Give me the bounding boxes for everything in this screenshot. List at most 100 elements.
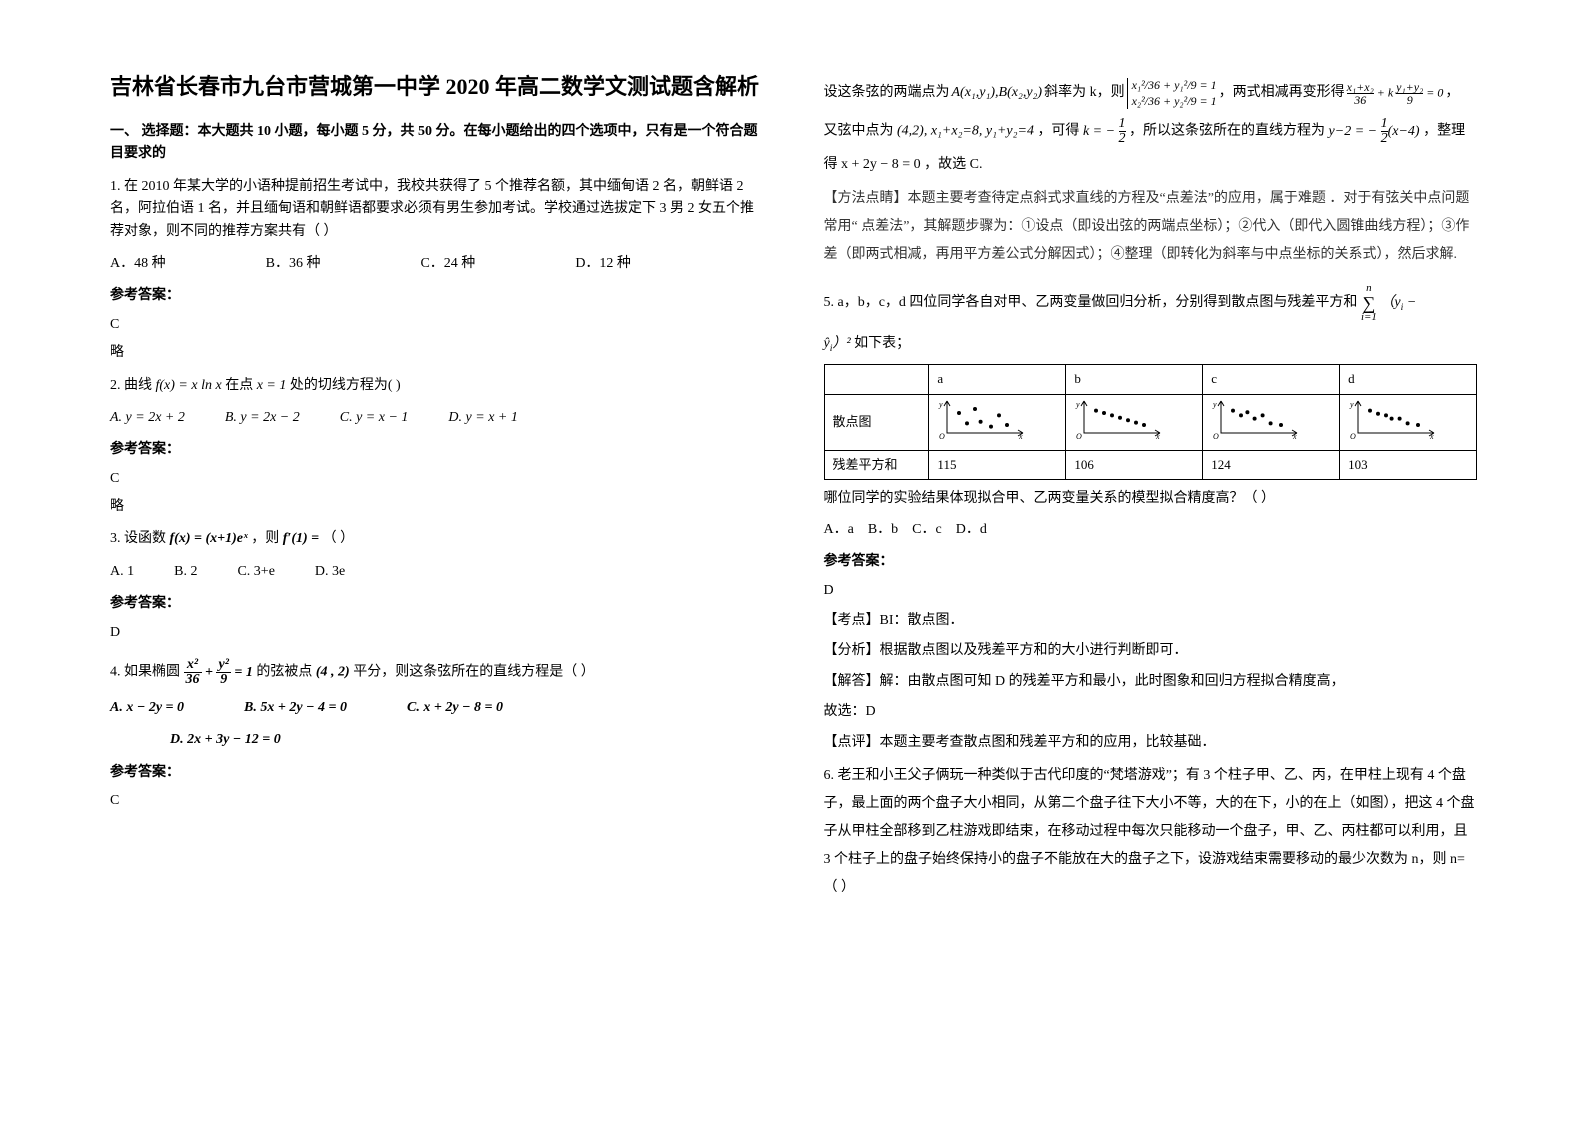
q1-note: 略 [110, 342, 764, 364]
q3-answer: D [110, 622, 764, 644]
scatter-d: y x O [1340, 394, 1477, 450]
q2-fx: f(x) = x ln x [156, 378, 222, 393]
q4-exp-p2-mid2: ，所以这条弦所在的直线方程为 [1129, 124, 1325, 139]
q5-answer-label: 参考答案： [824, 551, 1478, 573]
q3-fx: f(x) = (x+1)eˣ [170, 531, 248, 546]
q5-qtext: 哪位同学的实验结果体现拟合甲、乙两变量关系的模型拟合精度高？（ ） [824, 488, 1478, 510]
scatter-a: yxO [929, 394, 1066, 450]
table-header-row: a b c d [824, 365, 1477, 395]
q5-options: A．a B．b C．c D．d [824, 519, 1478, 541]
svg-text:x: x [1292, 432, 1297, 439]
q1-opt-c: C．24 种 [420, 253, 475, 275]
q2-note: 略 [110, 496, 764, 518]
q3-prefix: 3. 设函数 [110, 531, 166, 546]
q4-method: 【方法点睛】本题主要考查待定点斜式求直线的方程及“点差法”的应用，属于难题 ．对… [824, 185, 1478, 269]
q2-opt-b: B. y = 2x − 2 [225, 407, 300, 429]
q3-fp: f′(1) = [283, 531, 319, 546]
scatter-b: yxO [1066, 394, 1203, 450]
q4-exp-system: x₁²/36 + y₁²/9 = 1 x₂²/36 + y₂²/9 = 1 [1127, 78, 1217, 109]
q5-yhat: ŷi）² [824, 336, 851, 351]
q4-exp-p2-tail: ，整理 [1423, 124, 1465, 139]
q5-fenxi: 【分析】根据散点图以及残差平方和的大小进行判断即可． [824, 640, 1478, 662]
table-h-blank [824, 365, 929, 395]
q3-opt-b: B. 2 [174, 561, 197, 583]
q1-answer: C [110, 314, 764, 336]
q4-exp-ab: A(x₁,y₁),B(x₂,y₂) [952, 82, 1043, 104]
table-h-a: a [929, 365, 1066, 395]
q5-sum: n ∑ i=1 （yi − [1361, 295, 1416, 310]
svg-text:O: O [1350, 432, 1356, 439]
q2-pt: x = 1 [257, 378, 287, 393]
table-h-d: d [1340, 365, 1477, 395]
q4-pt: (4 , 2) [316, 665, 350, 680]
page-title: 吉林省长春市九台市营城第一中学 2020 年高二数学文测试题含解析 [110, 70, 764, 103]
svg-text:y: y [1349, 400, 1354, 409]
table-scatter-row: 散点图 yxO yxO yxO yxO [824, 394, 1477, 450]
q3-mid: ，则 [251, 531, 279, 546]
q1-answer-label: 参考答案： [110, 285, 764, 307]
table-rss-row: 残差平方和 115 106 124 103 [824, 450, 1477, 480]
q1-opt-d: D．12 种 [575, 253, 631, 275]
rss-d: 103 [1340, 450, 1477, 480]
q1-text: 1. 在 2010 年某大学的小语种提前招生考试中，我校共获得了 5 个推荐名额… [110, 176, 764, 243]
q2-answer-label: 参考答案： [110, 439, 764, 461]
svg-text:y: y [938, 400, 943, 409]
q4-exp-p1: 设这条弦的两端点为 A(x₁,y₁),B(x₂,y₂) 斜率为 k，则 x₁²/… [824, 78, 1478, 109]
svg-text:x: x [1429, 432, 1434, 439]
rss-c: 124 [1203, 450, 1340, 480]
q4-exp-k: k = − 1 2 [1083, 124, 1129, 139]
rss-b: 106 [1066, 450, 1203, 480]
q4-options-2: D. 2x + 3y − 12 = 0 [110, 729, 764, 751]
q5-dianping: 【点评】本题主要考查散点图和残差平方和的应用，比较基础． [824, 732, 1478, 754]
q5-opt-d: D．d [956, 519, 987, 541]
q4-options: A. x − 2y = 0 B. 5x + 2y − 4 = 0 C. x + … [110, 697, 764, 719]
q5-cont: ŷi）² 如下表； [824, 333, 1478, 356]
q4-tail: 平分，则这条弦所在的直线方程是（ ） [353, 665, 595, 680]
q4-prefix: 4. 如果椭圆 [110, 665, 180, 680]
q3-opt-c: C. 3+e [237, 561, 274, 583]
svg-text:O: O [1076, 432, 1082, 439]
svg-text:x: x [1155, 432, 1160, 439]
q2-opt-d: D. y = x + 1 [448, 407, 517, 429]
svg-text:x: x [1018, 432, 1023, 439]
q5-answer: D [824, 580, 1478, 602]
q4-exp-p2-mid1: ，可得 [1037, 124, 1079, 139]
q4-answer: C [110, 790, 764, 812]
svg-text:y: y [1212, 400, 1217, 409]
q1-options: A．48 种 B．36 种 C．24 种 D．12 种 [110, 253, 764, 275]
table-h-b: b [1066, 365, 1203, 395]
q4-answer-label: 参考答案： [110, 762, 764, 784]
q4-opt-c: C. x + 2y − 8 = 0 [407, 697, 503, 719]
q3-opt-a: A. 1 [110, 561, 134, 583]
q2-mid1: 在点 [225, 378, 253, 393]
q5-opt-a: A．a [824, 519, 854, 541]
rss-a: 115 [929, 450, 1066, 480]
q4-exp-p2: 又弦中点为 (4,2), x₁+x₂=8, y₁+y₂=4 ，可得 k = − … [824, 117, 1478, 146]
q2-options: A. y = 2x + 2 B. y = 2x − 2 C. y = x − 1… [110, 407, 764, 429]
section-header: 一、 选择题：本大题共 10 小题，每小题 5 分，共 50 分。在每小题给出的… [110, 121, 764, 166]
q4-exp-p1-mid: 斜率为 k，则 [1044, 82, 1125, 104]
q2-opt-c: C. y = x − 1 [340, 407, 409, 429]
q5-text-main: 5. a，b，c，d 四位同学各自对甲、乙两变量做回归分析，分别得到散点图与残差… [824, 295, 1358, 310]
q4-exp-p1-prefix: 设这条弦的两端点为 [824, 82, 950, 104]
scatter-label: 散点图 [824, 394, 929, 450]
q4-mid: 的弦被点 [256, 665, 312, 680]
q2-suffix: 处的切线方程为( ) [290, 378, 401, 393]
q4-exp-midpt: (4,2), x₁+x₂=8, y₁+y₂=4 [897, 124, 1034, 139]
scatter-c: yxO [1203, 394, 1340, 450]
q5-kaodian: 【考点】BI：散点图． [824, 610, 1478, 632]
q2-text: 2. 曲线 f(x) = x ln x 在点 x = 1 处的切线方程为( ) [110, 375, 764, 397]
q5-guxuan: 故选：D [824, 701, 1478, 723]
q4-exp-p1-tail: ，两式相减再变形得 [1219, 82, 1345, 104]
q3-text: 3. 设函数 f(x) = (x+1)eˣ ，则 f′(1) = （ ） [110, 528, 764, 550]
rss-label: 残差平方和 [824, 450, 929, 480]
q4-exp-p2-prefix: 又弦中点为 [824, 124, 894, 139]
q6-text: 6. 老王和小王父子俩玩一种类似于古代印度的“梵塔游戏”；有 3 个柱子甲、乙、… [824, 762, 1478, 902]
q4-exp-line: y−2 = − 1 2 (x−4) [1329, 124, 1424, 139]
q4-exp-p3: 得 x + 2y − 8 = 0 ，故选 C. [824, 154, 1478, 176]
q4-opt-d: D. 2x + 3y − 12 = 0 [170, 729, 281, 751]
q4-ellipse: x² 36 + y² 9 = 1 [184, 665, 257, 680]
q3-tail: （ ） [323, 531, 355, 546]
q5-tail: 如下表； [854, 336, 910, 351]
right-column: 设这条弦的两端点为 A(x₁,y₁),B(x₂,y₂) 斜率为 k，则 x₁²/… [794, 70, 1488, 1092]
